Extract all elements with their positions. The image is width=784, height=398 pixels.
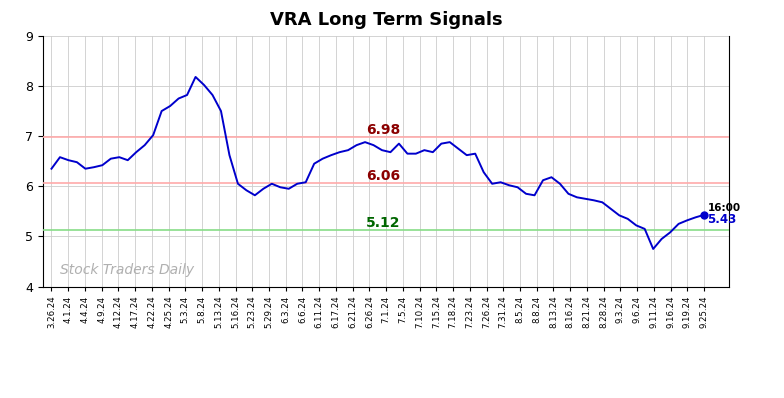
Title: VRA Long Term Signals: VRA Long Term Signals bbox=[270, 11, 503, 29]
Text: 5.12: 5.12 bbox=[366, 216, 401, 230]
Text: 5.43: 5.43 bbox=[707, 213, 737, 226]
Text: 6.98: 6.98 bbox=[366, 123, 401, 137]
Text: Stock Traders Daily: Stock Traders Daily bbox=[60, 263, 194, 277]
Text: 16:00: 16:00 bbox=[707, 203, 741, 213]
Text: 6.06: 6.06 bbox=[366, 169, 400, 183]
